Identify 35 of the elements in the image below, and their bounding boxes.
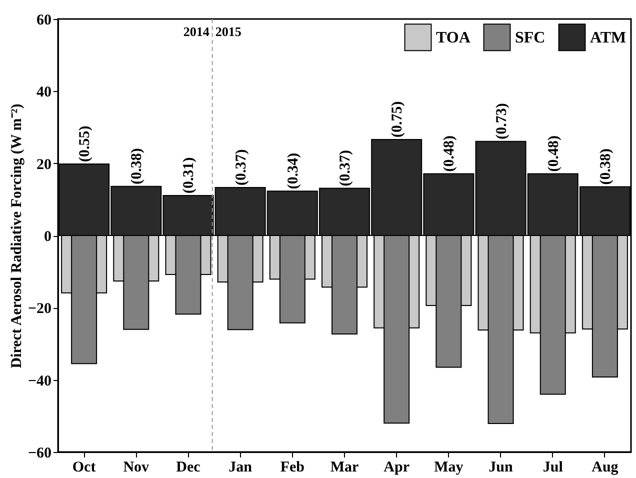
annotation: (0.55) — [77, 126, 94, 162]
annotation: 2015 — [215, 24, 242, 40]
x-tick-label: Jul — [542, 460, 563, 476]
annotation: (0.75) — [390, 101, 406, 138]
y-tick-label: 0 — [44, 229, 52, 245]
x-tick-label: Dec — [176, 460, 201, 476]
x-tick-label: Feb — [280, 460, 304, 476]
y-tick-label: −20 — [28, 301, 52, 318]
annotation: (0.38) — [129, 148, 146, 184]
y-tick-label: 20 — [36, 156, 52, 173]
y-tick-label: −40 — [28, 373, 52, 390]
x-tick-label: Oct — [72, 460, 96, 476]
annotation: (0.34) — [285, 152, 302, 190]
annotation: (0.37) — [338, 150, 354, 186]
x-tick-label: Apr — [384, 460, 410, 476]
x-tick-label: Jan — [228, 460, 253, 476]
annotation: 2014 — [183, 24, 210, 40]
x-tick-label: May — [434, 460, 464, 476]
y-tick-label: 60 — [36, 12, 52, 28]
legend-label: TOA — [436, 29, 471, 46]
y-tick-label: 40 — [36, 84, 52, 101]
annotation: (0.48) — [546, 136, 562, 172]
y-axis-title: Direct Aerosol Radiative Forcing (W m⁻²) — [8, 104, 25, 368]
annotation: (0.73) — [494, 103, 510, 140]
y-tick-label: −60 — [28, 446, 52, 462]
annotation: (0.31) — [181, 157, 198, 194]
annotation: (0.38) — [598, 148, 614, 185]
legend-label: ATM — [590, 29, 626, 46]
x-tick-label: Aug — [592, 460, 619, 476]
x-tick-label: Nov — [123, 460, 150, 476]
legend-label: SFC — [515, 29, 546, 46]
x-tick-label: Jun — [488, 460, 514, 476]
annotation: (0.48) — [442, 136, 458, 172]
x-tick-label: Mar — [330, 460, 359, 476]
annotation: (0.37) — [233, 149, 250, 186]
